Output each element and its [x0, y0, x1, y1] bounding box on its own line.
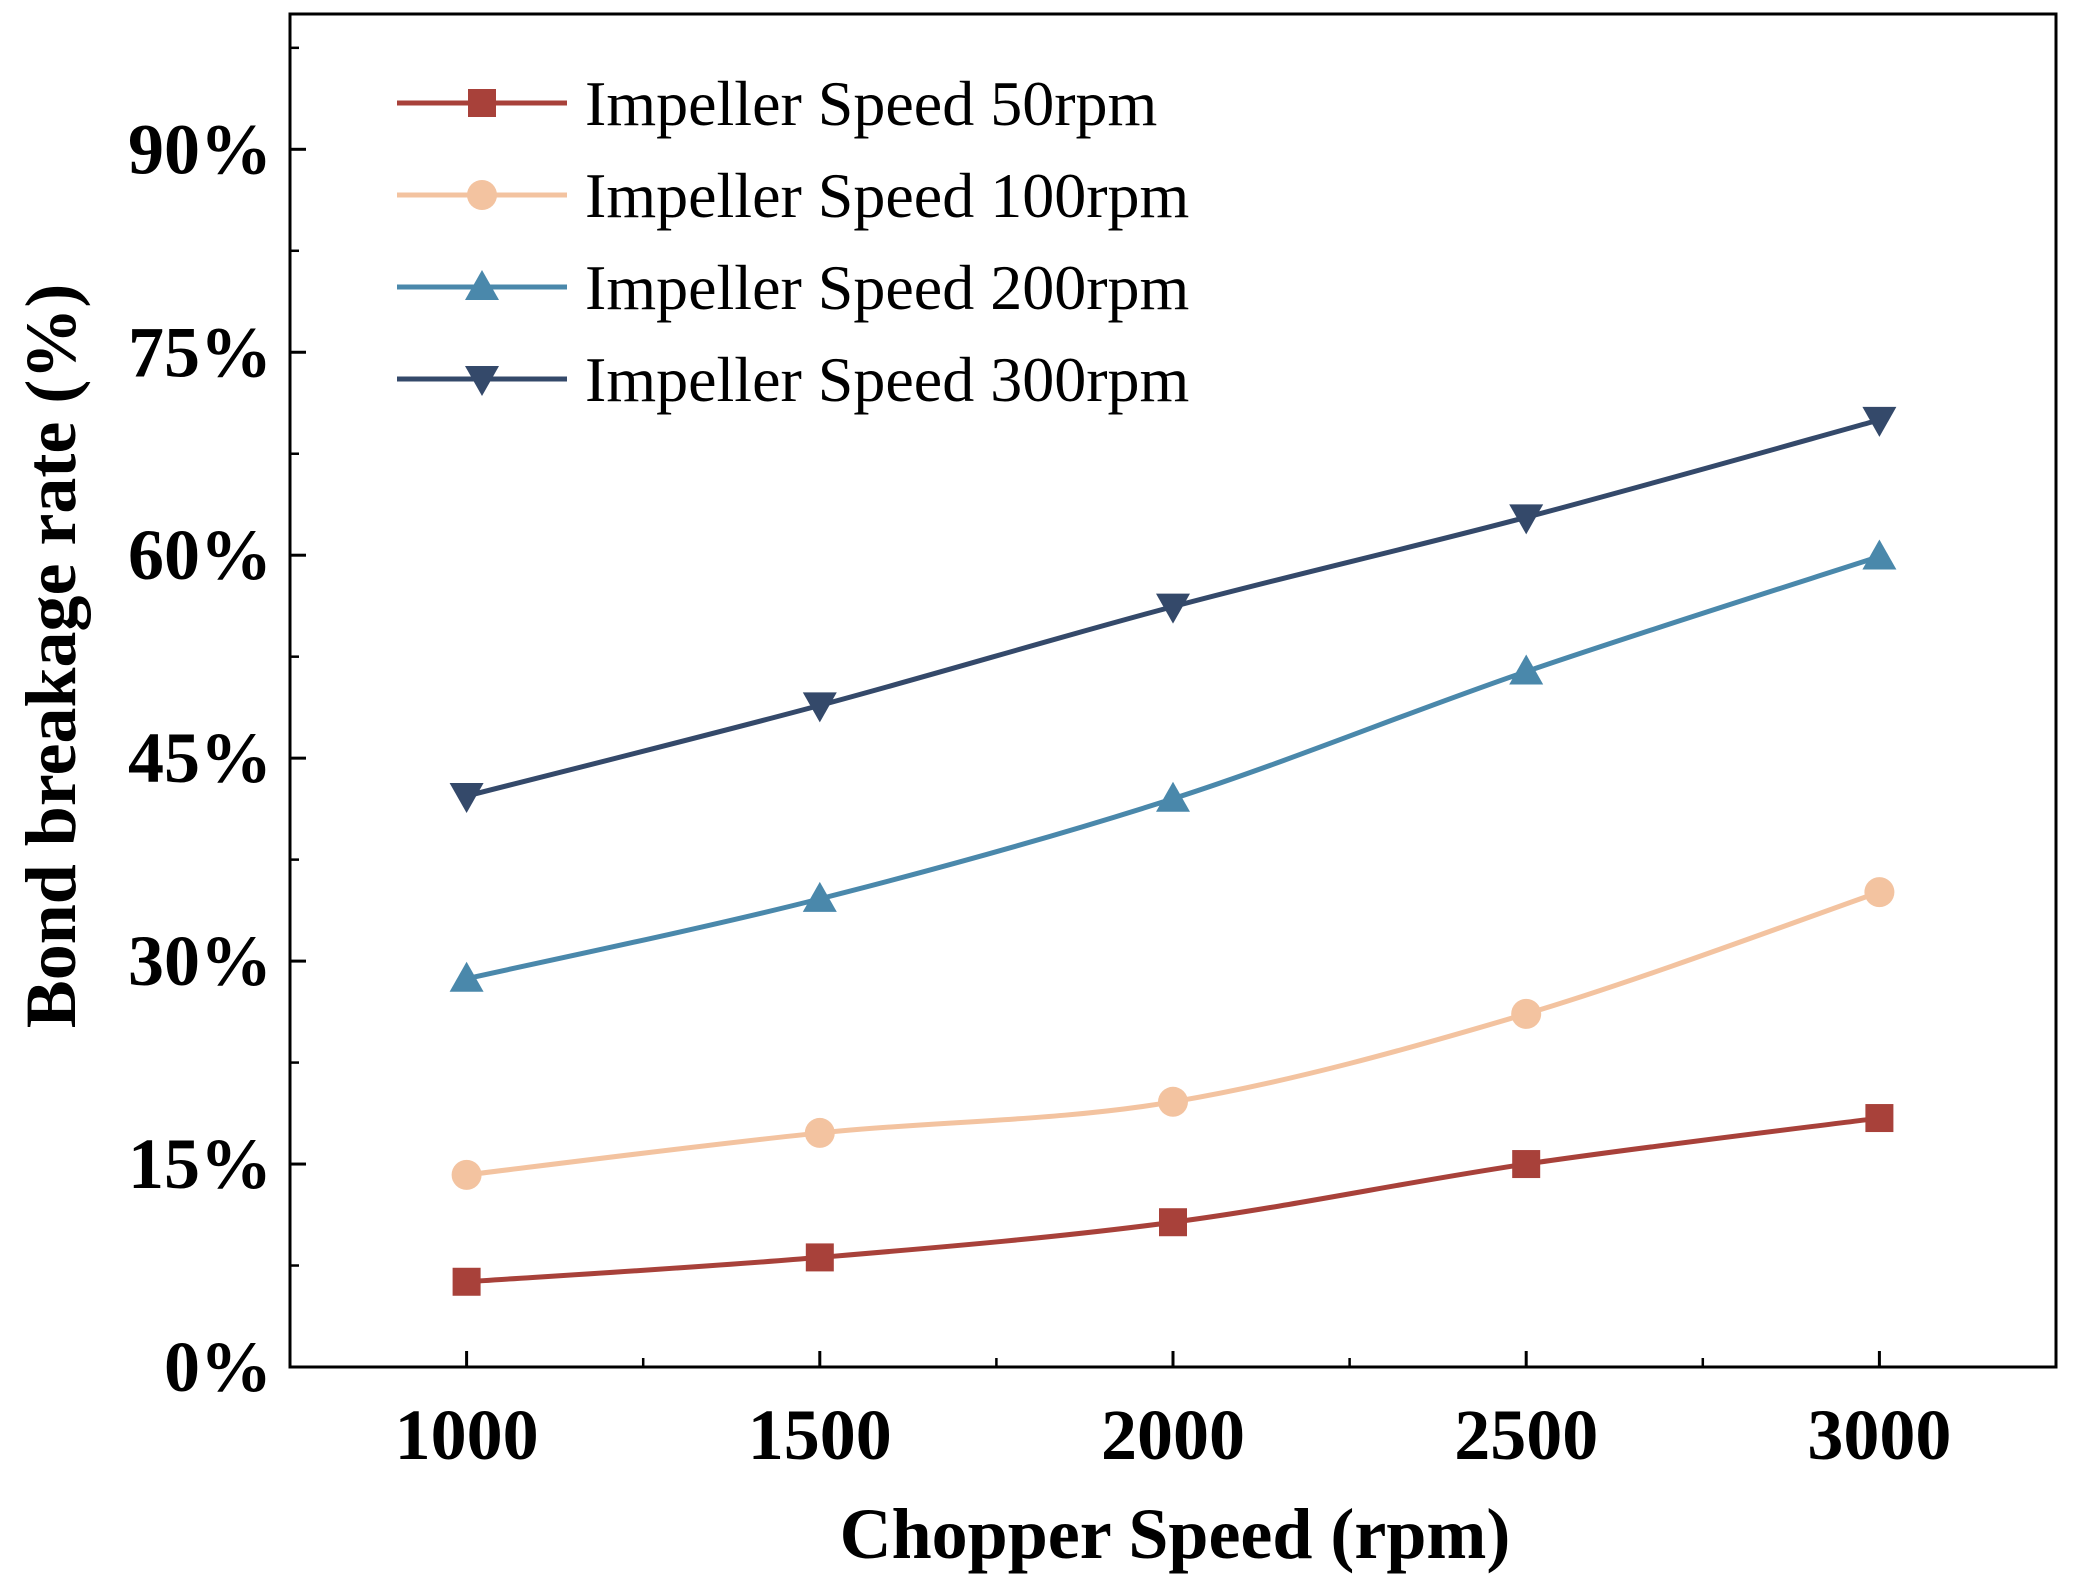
y-tick-label: 75%	[128, 312, 272, 392]
data-point	[1156, 781, 1190, 812]
data-point	[1864, 877, 1895, 908]
y-tick-label: 90%	[128, 109, 272, 189]
legend-marker	[468, 89, 496, 117]
x-tick-label: 2500	[1454, 1395, 1598, 1475]
data-point	[1862, 539, 1897, 570]
x-tick-label: 1000	[395, 1395, 539, 1475]
data-point	[1512, 1150, 1541, 1179]
series-1	[452, 1104, 1894, 1296]
y-tick-label: 45%	[128, 718, 272, 798]
legend-marker	[467, 180, 497, 210]
y-tick-label: 30%	[128, 921, 272, 1001]
data-point	[449, 961, 484, 992]
data-point	[802, 881, 837, 912]
series-4	[449, 406, 1897, 814]
data-point	[1865, 1104, 1894, 1133]
y-axis-title: Bond breakage rate (%)	[11, 284, 91, 1029]
x-tick-label: 1500	[748, 1395, 892, 1475]
data-point	[1156, 593, 1190, 624]
data-point	[805, 1243, 834, 1272]
data-point	[804, 1117, 835, 1148]
legend-label: Impeller Speed 300rpm	[585, 344, 1189, 415]
legend-item: Impeller Speed 50rpm	[397, 68, 1157, 139]
legend: Impeller Speed 50rpm Impeller Speed 100rp…	[397, 68, 1189, 415]
series-layer	[449, 406, 1897, 1296]
data-point	[452, 1267, 481, 1296]
series-2	[451, 877, 1895, 1190]
series-3	[449, 539, 1897, 992]
x-tick-label: 2000	[1101, 1395, 1245, 1475]
data-point	[1159, 1208, 1187, 1237]
y-tick-label: 15%	[128, 1124, 272, 1204]
legend-item: Impeller Speed 200rpm	[397, 252, 1189, 323]
x-tick-label: 3000	[1807, 1395, 1951, 1475]
data-point	[1509, 504, 1544, 535]
data-point	[1158, 1086, 1188, 1117]
data-point	[1862, 406, 1897, 437]
data-point	[451, 1159, 482, 1190]
legend-item: Impeller Speed 300rpm	[397, 344, 1189, 415]
data-point	[1509, 654, 1544, 685]
legend-label: Impeller Speed 200rpm	[585, 252, 1189, 323]
data-point	[802, 692, 837, 723]
axes: 0% 15% 30% 45% 60% 75% 90% 1000 1500 2000 2500 3000	[128, 46, 2058, 1475]
legend-marker	[465, 366, 499, 396]
legend-label: Impeller Speed 100rpm	[585, 160, 1189, 231]
data-point	[449, 783, 484, 814]
series-line	[466, 1115, 1880, 1285]
legend-label: Impeller Speed 50rpm	[585, 68, 1157, 139]
y-tick-label: 0%	[164, 1327, 272, 1407]
y-tick-label: 60%	[128, 515, 272, 595]
x-axis-title: Chopper Speed (rpm)	[840, 1494, 1511, 1574]
legend-item: Impeller Speed 100rpm	[397, 160, 1189, 231]
legend-marker	[465, 270, 499, 300]
data-point	[1511, 998, 1542, 1029]
